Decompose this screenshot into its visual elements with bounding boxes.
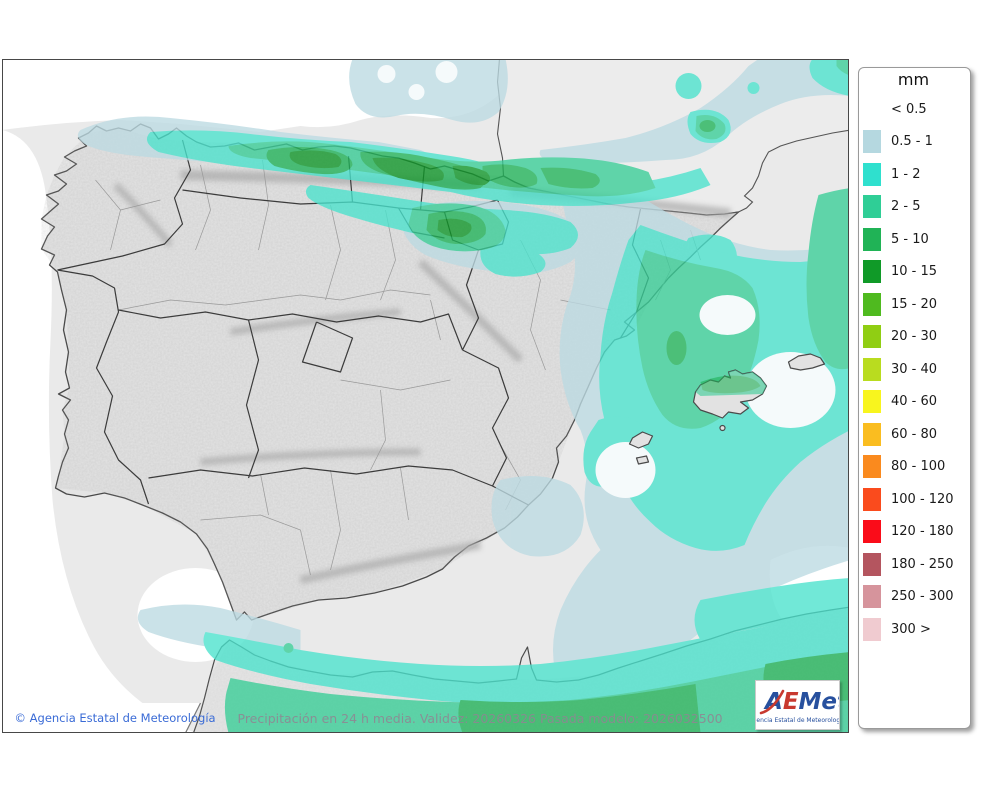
- legend-row: 15 - 20: [863, 292, 970, 316]
- color-swatch: [863, 325, 881, 348]
- legend-row: 300 >: [863, 617, 970, 641]
- precipitation-layer: [77, 60, 848, 732]
- color-swatch: [863, 227, 881, 251]
- legend-label: 0.5 - 1: [891, 134, 933, 149]
- aemet-swoosh: [759, 689, 785, 715]
- precip-10-15: [289, 150, 491, 238]
- legend-label: 100 - 120: [891, 491, 954, 507]
- legend-row: 1 - 2: [863, 162, 970, 186]
- legend-label: 80 - 100: [891, 459, 946, 474]
- legend-label: 60 - 80: [891, 426, 938, 442]
- color-swatch: [863, 617, 881, 641]
- legend-row: 0.5 - 1: [863, 130, 970, 153]
- legend-label: 10 - 15: [891, 264, 938, 279]
- sea-holes: [377, 61, 836, 498]
- legend-row: 20 - 30: [863, 325, 970, 348]
- map-frame: © Agencia Estatal de Meteorología Precip…: [2, 59, 849, 733]
- legend-row: 100 - 120: [863, 487, 970, 511]
- legend-row: 10 - 15: [863, 260, 970, 283]
- color-swatch: [863, 195, 881, 218]
- aemet-subtitle: Agencia Estatal de Meteorología: [756, 717, 839, 724]
- legend-label: < 0.5: [891, 101, 927, 117]
- legend-label: 5 - 10: [891, 231, 929, 247]
- color-swatch: [863, 585, 881, 608]
- color-swatch: [863, 130, 881, 153]
- legend-row: 80 - 100: [863, 455, 970, 478]
- color-swatch: [863, 390, 881, 413]
- color-swatch: [863, 422, 881, 446]
- legend-label: 40 - 60: [891, 394, 938, 409]
- legend-row: 250 - 300: [863, 585, 970, 608]
- color-swatch: [863, 520, 881, 543]
- color-swatch: [863, 552, 881, 576]
- legend-row: 30 - 40: [863, 357, 970, 381]
- map-caption: Precipitación en 24 h media. Validez: 20…: [238, 711, 723, 726]
- legend-label: 20 - 30: [891, 329, 938, 344]
- legend-label: 2 - 5: [891, 199, 921, 214]
- legend-row: 5 - 10: [863, 227, 970, 251]
- legend-label: 120 - 180: [891, 524, 954, 539]
- copyright-band: © Agencia Estatal de Meteorología: [3, 702, 216, 732]
- legend-row: 60 - 80: [863, 422, 970, 446]
- legend-row: < 0.5: [863, 98, 970, 121]
- color-swatch: [863, 292, 881, 316]
- color-swatch: [863, 455, 881, 478]
- color-swatch: [863, 260, 881, 283]
- color-swatch: [863, 162, 881, 186]
- mallorca-precip: [695, 370, 767, 396]
- legend-title: mm: [897, 70, 930, 89]
- legend-label: 1 - 2: [891, 166, 921, 182]
- copyright-label: © Agencia Estatal de Meteorología: [15, 711, 216, 725]
- color-swatch: [863, 357, 881, 381]
- legend-row: 2 - 5: [863, 195, 970, 218]
- legend-panel: mm < 0.5 0.5 - 1 1 - 2 2 - 5 5 - 10 10 -…: [858, 67, 971, 729]
- legend-row: 40 - 60: [863, 390, 970, 413]
- legend-row: 180 - 250: [863, 552, 970, 576]
- legend-row: 120 - 180: [863, 520, 970, 543]
- legend-label: 30 - 40: [891, 361, 938, 377]
- map-canvas: © Agencia Estatal de Meteorología Precip…: [3, 60, 848, 732]
- legend-label: 180 - 250: [891, 556, 954, 572]
- aemet-logo-art: AEMet Agencia Estatal de Meteorología: [749, 689, 850, 724]
- legend-label: 250 - 300: [891, 589, 954, 604]
- legend-label: 15 - 20: [891, 296, 938, 312]
- aemet-logo: AEMet Agencia Estatal de Meteorología: [749, 680, 850, 730]
- color-swatch: [863, 487, 881, 511]
- legend-label: 300 >: [891, 621, 931, 637]
